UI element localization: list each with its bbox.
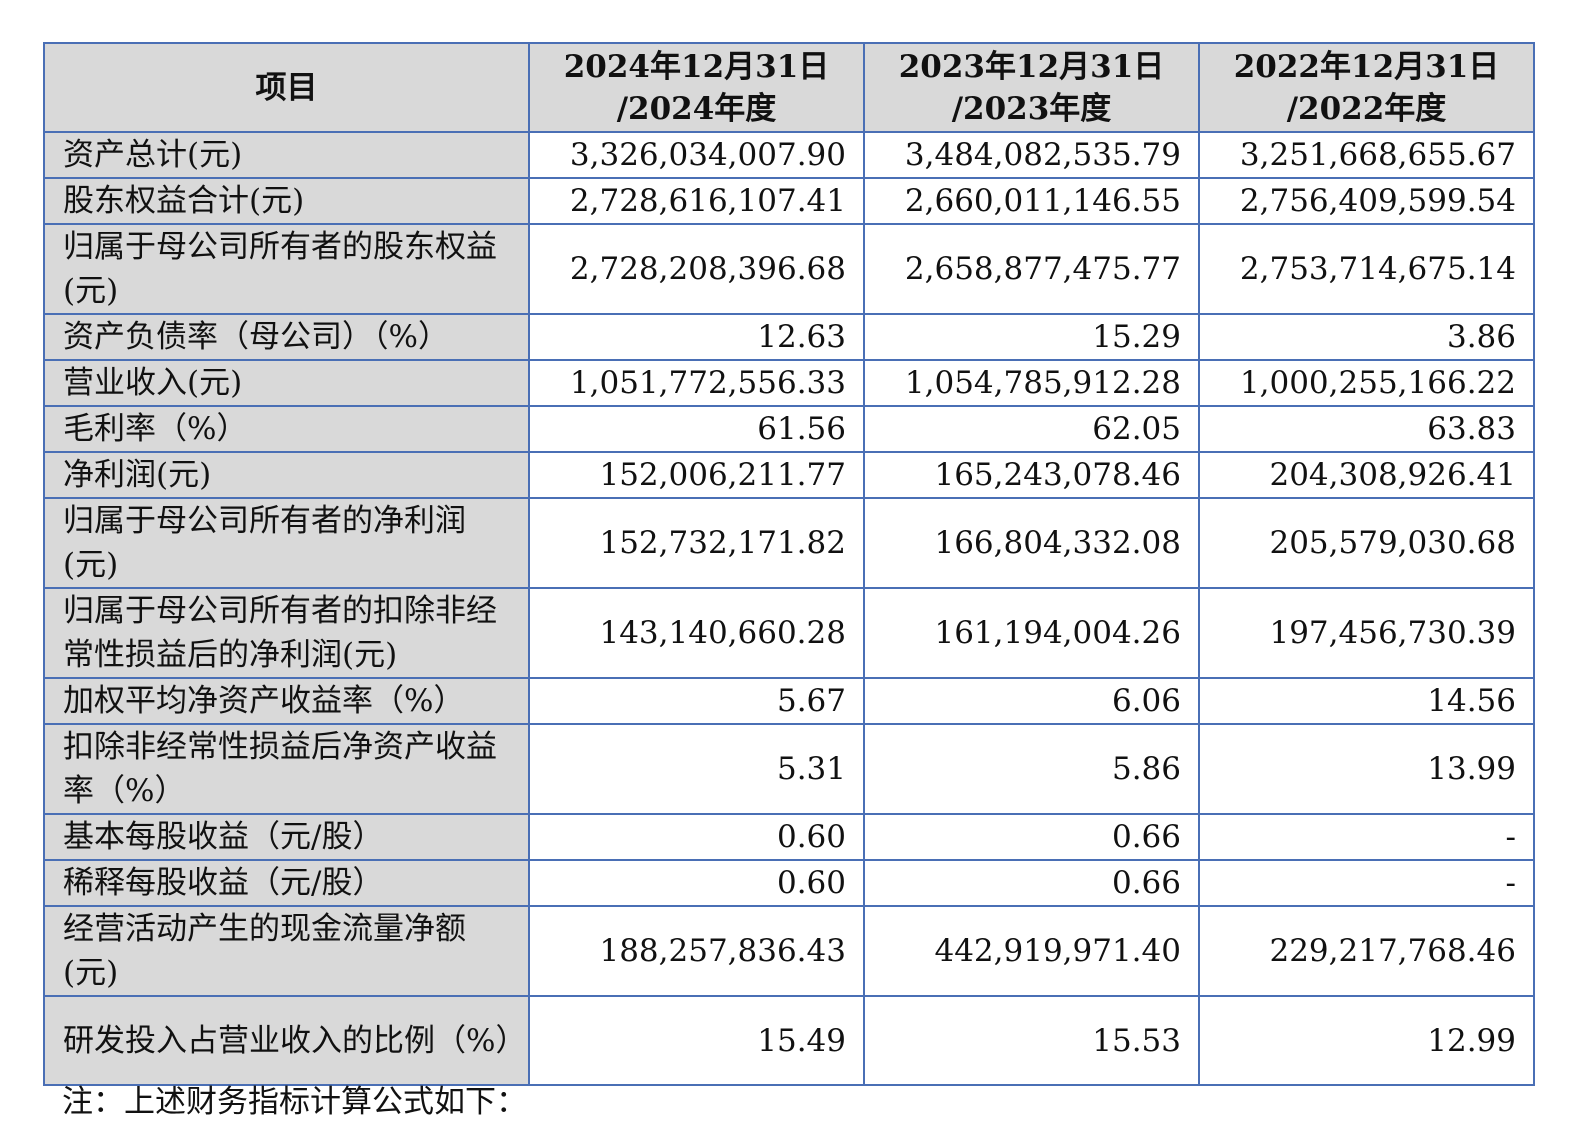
cell-value: 3,251,668,655.67 (1198, 131, 1535, 179)
cell-value: 63.83 (1198, 405, 1535, 453)
cell-value: 0.66 (863, 813, 1200, 861)
table-row: 归属于母公司所有者的扣除非经常性损益后的净利润(元) 143,140,660.28… (43, 587, 1535, 679)
table-row: 股东权益合计(元) 2,728,616,107.41 2,660,011,146.5… (43, 177, 1535, 225)
table-row: 经营活动产生的现金流量净额(元) 188,257,836.43 442,919,97… (43, 905, 1535, 997)
cell-value: 15.49 (528, 995, 865, 1086)
cell-value: 5.31 (528, 723, 865, 815)
row-label: 基本每股收益（元/股） (43, 813, 530, 861)
cell-value: 143,140,660.28 (528, 587, 865, 679)
row-label: 研发投入占营业收入的比例（%） (43, 995, 530, 1086)
cell-value: 204,308,926.41 (1198, 451, 1535, 499)
cell-value: 15.29 (863, 313, 1200, 361)
cell-value: 442,919,971.40 (863, 905, 1200, 997)
cell-value: 15.53 (863, 995, 1200, 1086)
header-2023: 2023年12月31日/2023年度 (863, 42, 1200, 133)
row-label: 毛利率（%） (43, 405, 530, 453)
cell-value: 3,326,034,007.90 (528, 131, 865, 179)
header-item: 项目 (43, 42, 530, 133)
table-row: 扣除非经常性损益后净资产收益率（%） 5.31 5.86 13.99 (43, 723, 1535, 815)
cell-value: 6.06 (863, 677, 1200, 725)
table-row: 研发投入占营业收入的比例（%） 15.49 15.53 12.99 (43, 995, 1535, 1086)
table-row: 净利润(元) 152,006,211.77 165,243,078.46 204,30… (43, 451, 1535, 499)
row-label: 扣除非经常性损益后净资产收益率（%） (43, 723, 530, 815)
row-label: 归属于母公司所有者的股东权益(元) (43, 223, 530, 315)
cell-value: 165,243,078.46 (863, 451, 1200, 499)
cell-value: 166,804,332.08 (863, 497, 1200, 589)
row-label: 净利润(元) (43, 451, 530, 499)
cell-value: 161,194,004.26 (863, 587, 1200, 679)
cell-value: 61.56 (528, 405, 865, 453)
cell-value: 1,054,785,912.28 (863, 359, 1200, 407)
cell-value: 13.99 (1198, 723, 1535, 815)
table-row: 归属于母公司所有者的净利润(元) 152,732,171.82 166,804,33… (43, 497, 1535, 589)
cell-value: 3,484,082,535.79 (863, 131, 1200, 179)
cell-value: 2,660,011,146.55 (863, 177, 1200, 225)
row-label: 归属于母公司所有者的净利润(元) (43, 497, 530, 589)
cell-value: 188,257,836.43 (528, 905, 865, 997)
table-row: 毛利率（%） 61.56 62.05 63.83 (43, 405, 1535, 453)
row-label: 股东权益合计(元) (43, 177, 530, 225)
cell-value: 205,579,030.68 (1198, 497, 1535, 589)
row-label: 加权平均净资产收益率（%） (43, 677, 530, 725)
cell-value: 2,658,877,475.77 (863, 223, 1200, 315)
cell-value: 1,051,772,556.33 (528, 359, 865, 407)
table-row: 稀释每股收益（元/股） 0.60 0.66- (43, 859, 1535, 907)
cell-value: 197,456,730.39 (1198, 587, 1535, 679)
table-row: 营业收入(元) 1,051,772,556.33 1,054,785,912.28 1… (43, 359, 1535, 407)
cell-value: 5.86 (863, 723, 1200, 815)
cell-value: 14.56 (1198, 677, 1535, 725)
financial-indicators-table: 项目 2024年12月31日/2024年度 2023年12月31日/2023年度… (43, 42, 1535, 1086)
header-2024: 2024年12月31日/2024年度 (528, 42, 865, 133)
table-row: 归属于母公司所有者的股东权益(元) 2,728,208,396.68 2,658,8… (43, 223, 1535, 315)
row-label: 稀释每股收益（元/股） (43, 859, 530, 907)
cell-value: 0.66 (863, 859, 1200, 907)
cell-value: 0.60 (528, 859, 865, 907)
footnote: 注：上述财务指标计算公式如下： (62, 1084, 527, 1120)
cell-value: 152,732,171.82 (528, 497, 865, 589)
row-label: 经营活动产生的现金流量净额(元) (43, 905, 530, 997)
cell-value: 1,000,255,166.22 (1198, 359, 1535, 407)
row-label: 资产总计(元) (43, 131, 530, 179)
cell-value: - (1198, 859, 1535, 907)
cell-value: 2,756,409,599.54 (1198, 177, 1535, 225)
cell-value: 62.05 (863, 405, 1200, 453)
cell-value: 3.86 (1198, 313, 1535, 361)
cell-value: 2,728,616,107.41 (528, 177, 865, 225)
row-label: 营业收入(元) (43, 359, 530, 407)
table-row: 加权平均净资产收益率（%） 5.67 6.06 14.56 (43, 677, 1535, 725)
cell-value: 0.60 (528, 813, 865, 861)
header-2022: 2022年12月31日/2022年度 (1198, 42, 1535, 133)
cell-value: - (1198, 813, 1535, 861)
table-row: 资产总计(元) 3,326,034,007.90 3,484,082,535.79 3… (43, 131, 1535, 179)
cell-value: 2,753,714,675.14 (1198, 223, 1535, 315)
cell-value: 5.67 (528, 677, 865, 725)
cell-value: 2,728,208,396.68 (528, 223, 865, 315)
row-label: 资产负债率（母公司）（%） (43, 313, 530, 361)
cell-value: 12.99 (1198, 995, 1535, 1086)
cell-value: 12.63 (528, 313, 865, 361)
cell-value: 229,217,768.46 (1198, 905, 1535, 997)
row-label: 归属于母公司所有者的扣除非经常性损益后的净利润(元) (43, 587, 530, 679)
header-row: 项目 2024年12月31日/2024年度 2023年12月31日/2023年度… (43, 42, 1535, 133)
cell-value: 152,006,211.77 (528, 451, 865, 499)
table-row: 基本每股收益（元/股） 0.60 0.66- (43, 813, 1535, 861)
table-row: 资产负债率（母公司）（%） 12.63 15.29 3.86 (43, 313, 1535, 361)
